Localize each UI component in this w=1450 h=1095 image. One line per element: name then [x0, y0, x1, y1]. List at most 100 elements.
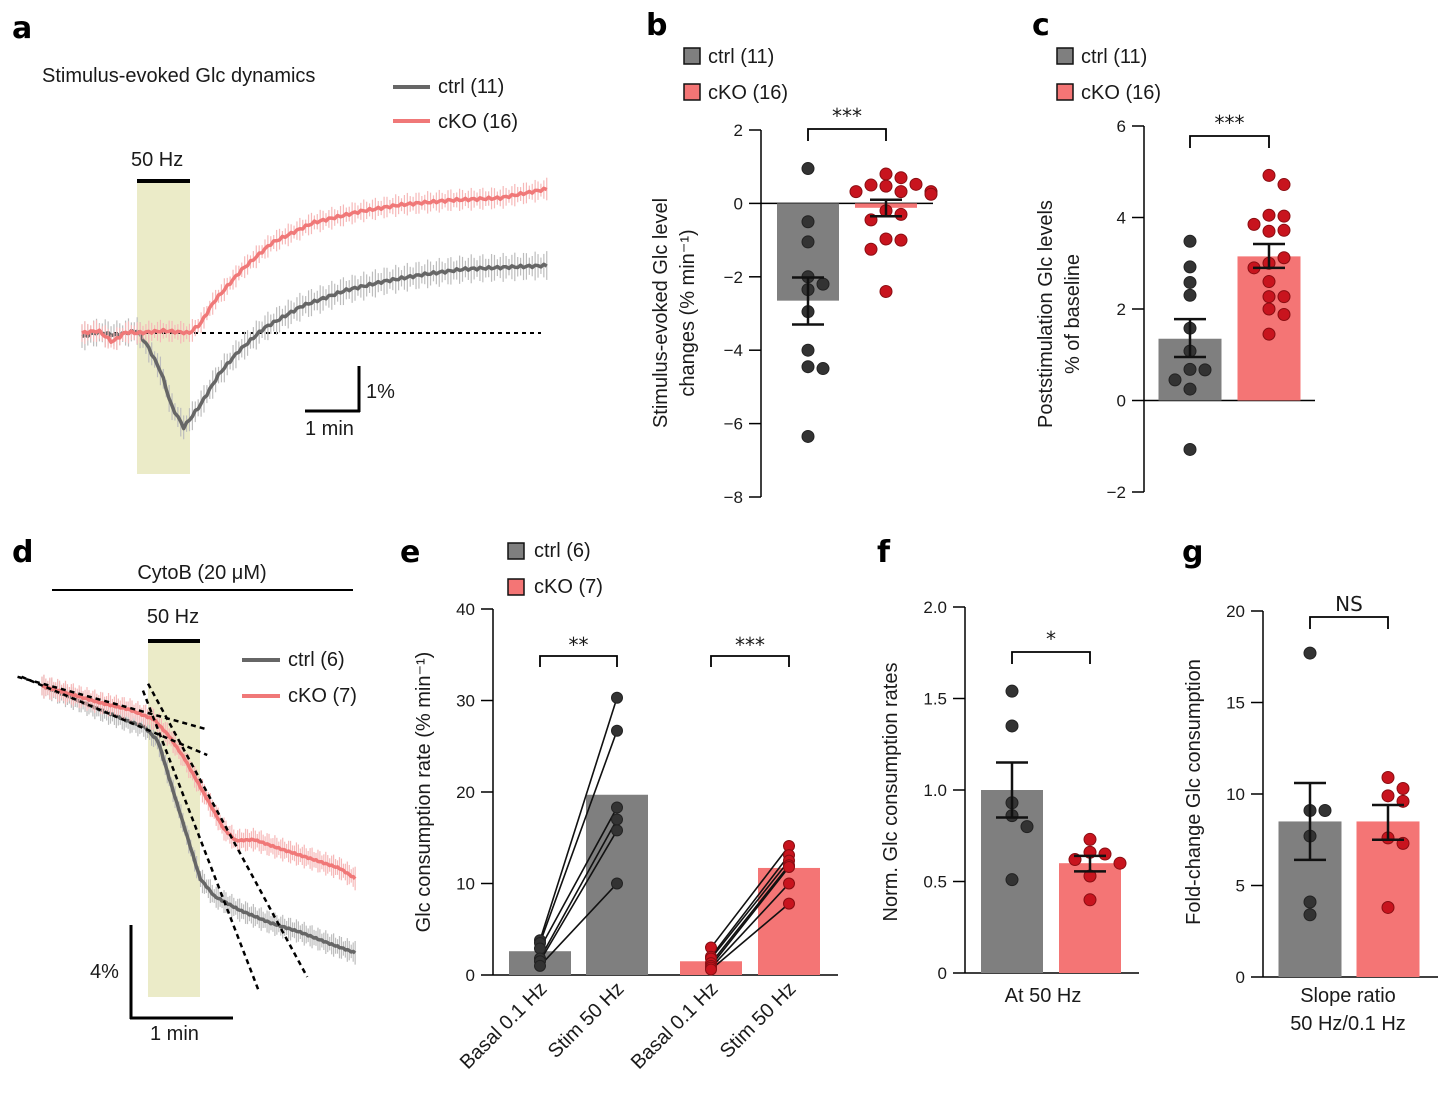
legend-label-ctrl: ctrl (6) [288, 649, 345, 671]
y-tick-label: −4 [724, 341, 743, 360]
ctrl-data-point [1183, 382, 1197, 396]
cKO-data-point [1262, 275, 1276, 289]
cKO-data-point [879, 167, 893, 181]
y-tick-label: 5 [1236, 877, 1245, 896]
y-tick-label: 15 [1226, 694, 1245, 713]
y-tick-label: 0 [1117, 392, 1126, 411]
cKO-data-point [1277, 178, 1291, 192]
significance-bracket [710, 655, 790, 667]
cKO-data-point [1262, 224, 1276, 238]
cKO-data-point [879, 284, 893, 298]
y-tick-label: 6 [1117, 117, 1126, 136]
y-axis-title-line1: Poststimulation Glc levels [1035, 200, 1057, 428]
cKO-data-point [1277, 209, 1291, 223]
ctrl-data-point [1183, 275, 1197, 289]
ctrl-pair-line [539, 830, 618, 962]
treatment-label: CytoB (20 μM) [137, 562, 266, 584]
cKO-stim-point [783, 861, 795, 874]
ctrl-basal-point [534, 959, 546, 972]
legend-swatch-ctrl [1056, 47, 1074, 65]
legend-label-cko: cKO (7) [534, 576, 603, 598]
cKO-stim-point [783, 897, 795, 910]
cKO-pair-line [710, 845, 790, 949]
panel-letter-d: d [12, 535, 33, 570]
significance-label: ** [569, 633, 589, 657]
significance-bracket [539, 655, 618, 667]
ctrl-data-point [1183, 442, 1197, 456]
significance-bracket [1189, 135, 1270, 148]
panel-f: f 0 0.5 1.0 1.5 2.0 * Norm. Glc consumption r… [877, 535, 1139, 1007]
significance-label: *** [832, 104, 862, 128]
cKO-data-point [864, 178, 878, 192]
ctrl-data-point [1005, 873, 1019, 887]
significance-label: * [1046, 627, 1056, 651]
y-tick-label: −2 [724, 268, 743, 287]
scalebar-x-label: 1 min [150, 1023, 199, 1045]
significance-bracket [807, 128, 887, 141]
ctrl-stim-point [611, 813, 623, 826]
cKO-pair-line [710, 854, 790, 958]
cKO-data-point [894, 233, 908, 247]
cKO-data-point [1262, 168, 1276, 182]
x-tick-label: Basal 0.1 Hz [627, 978, 723, 1074]
ctrl-basal-point [534, 942, 546, 955]
significance-bracket [1309, 616, 1389, 629]
y-tick-label: −6 [724, 415, 743, 434]
cKO-data-point [1381, 771, 1395, 785]
ctrl-stim-point [611, 824, 623, 837]
panel-d: d CytoB (20 μM) 50 Hz ctrl (6) cKO (7) 4… [12, 535, 357, 1045]
cKO-data-point [1113, 856, 1127, 870]
ctrl-pair-line [539, 882, 618, 967]
stim-label: 50 Hz [147, 606, 199, 628]
cKO-data-point [1396, 782, 1410, 796]
y-tick-label: 10 [1226, 785, 1245, 804]
y-tick-label: 1.0 [923, 781, 947, 800]
cKO-data-point [864, 242, 878, 256]
y-tick-label: −2 [1107, 483, 1126, 502]
ctrl-data-point [1303, 895, 1317, 909]
y-axis-title-line1: Stimulus-evoked Glc level [650, 198, 672, 428]
ctrl-data-point [1318, 803, 1332, 817]
traces [81, 177, 548, 440]
y-tick-label: 0 [1236, 968, 1245, 987]
ctrl-data-point [801, 360, 815, 374]
cKO-data-point [879, 179, 893, 193]
cko-trace-mean-line [42, 684, 357, 880]
legend-label-ctrl: ctrl (6) [534, 540, 591, 562]
fit-line-dashed [146, 683, 309, 978]
cKO-pair-line [710, 860, 790, 960]
cKO-data-point [1277, 290, 1291, 304]
ctrl-pair-line [539, 819, 618, 959]
cKO-pair-line [710, 882, 790, 969]
cKO-data-point [1262, 302, 1276, 316]
cKO-data-point [1381, 900, 1395, 914]
legend-swatch-cko [1056, 83, 1074, 101]
ctrl-stim-point [611, 877, 623, 890]
cKO-pair-line [710, 903, 790, 971]
scalebar-y-label: 4% [90, 961, 119, 983]
y-tick-label: 20 [456, 783, 475, 802]
y-tick-label: 20 [1226, 602, 1245, 621]
y-tick-label: 0 [466, 966, 475, 985]
cKO-data-point [1098, 847, 1112, 861]
y-axis-title: Fold-change Glc consumption [1183, 659, 1205, 925]
ctrl-pair-line [539, 697, 618, 941]
y-tick-label: 0.5 [923, 873, 947, 892]
scalebar-x-label: 1 min [305, 418, 354, 440]
cKO-data-point [1247, 217, 1261, 231]
y-axis-title: Norm. Glc consumption rates [880, 663, 902, 922]
panel-g: g 0 5 10 15 20 NS Fold-change Glc consumption… [1182, 535, 1438, 1035]
ctrl-data-point [801, 162, 815, 176]
panel-c: c ctrl (11) cKO (16) 6 4 2 0 −2 *** Poststimu… [1032, 8, 1315, 502]
cKO-data-point [879, 232, 893, 246]
cKO-stim-point [783, 877, 795, 890]
ctrl-pair-line [539, 807, 618, 949]
significance-label: *** [1215, 111, 1245, 135]
x-tick-label: Stim 50 Hz [544, 978, 629, 1063]
ctrl-data-point [801, 215, 815, 229]
ctrl-data-point [1005, 719, 1019, 733]
legend-label-ctrl: ctrl (11) [438, 76, 504, 98]
ctrl-data-point [1183, 260, 1197, 274]
legend-label-cko: cKO (16) [1081, 82, 1161, 104]
